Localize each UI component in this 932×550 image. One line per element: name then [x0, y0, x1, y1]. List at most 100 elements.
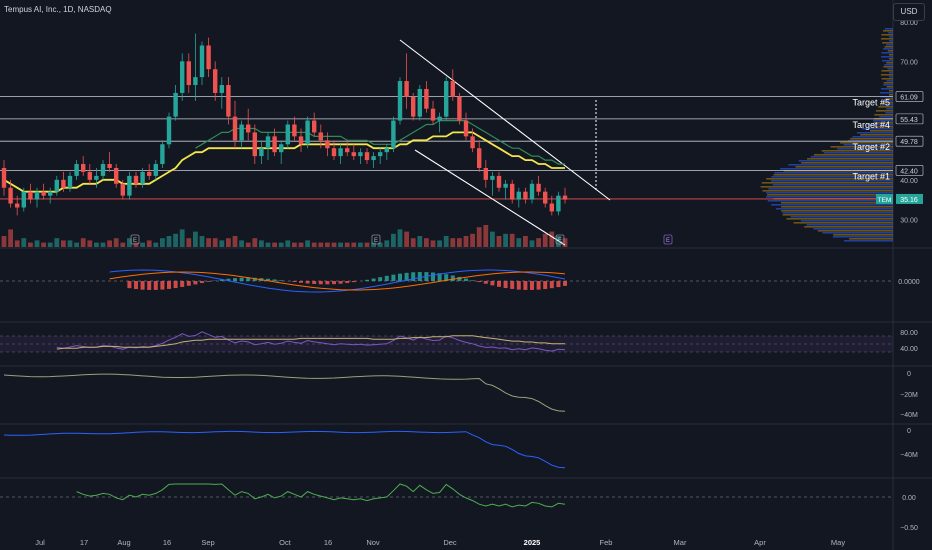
volume-bar: [153, 242, 159, 247]
volume-profile-bar: [800, 220, 893, 222]
candle-body: [285, 124, 290, 145]
volume-bar: [311, 242, 317, 247]
volume-profile-bar: [884, 28, 893, 30]
volume-bar: [509, 233, 515, 247]
volume-profile-bar: [881, 102, 893, 104]
macd-bar: [530, 281, 534, 290]
fast-moving-average: [3, 131, 565, 193]
volume-bar: [556, 236, 561, 247]
volume-bar: [160, 238, 165, 247]
candle: [21, 187, 26, 212]
volume-profile-bar: [883, 84, 893, 86]
macd-bar: [404, 272, 409, 281]
volume-profile-bar: [849, 238, 893, 240]
candle: [15, 195, 20, 216]
candle-body: [312, 120, 317, 133]
volume-profile-bar: [771, 204, 893, 206]
candle-body: [543, 191, 548, 204]
volume-profile-bar: [776, 208, 893, 210]
earnings-label: E: [558, 238, 562, 244]
volume-profile-bar: [889, 36, 893, 38]
macd-bar: [345, 281, 350, 284]
oscillator-axis-tick: 0.00: [902, 495, 916, 502]
candle-body: [180, 61, 185, 93]
volume-profile-bar: [780, 202, 893, 204]
price-tag: [895, 135, 924, 147]
volume-bar: [193, 231, 198, 247]
earnings-marker: E: [130, 234, 140, 245]
candle-body: [67, 175, 73, 188]
candle: [147, 164, 152, 180]
obv-axis-tick: −40M: [900, 452, 918, 459]
volume-bar: [278, 242, 284, 247]
candle: [318, 124, 323, 149]
candle: [378, 148, 383, 165]
macd-bar: [325, 281, 330, 285]
price-tag-label: 55.43: [900, 117, 918, 124]
macd-bar: [219, 279, 224, 281]
candle: [265, 132, 271, 161]
macd-bar: [299, 281, 303, 283]
x-axis-tick: Dec: [443, 538, 457, 547]
volume-profile-bar: [768, 188, 893, 190]
candle: [153, 160, 158, 180]
macd-bar: [186, 281, 191, 286]
volume-bar: [14, 240, 20, 247]
candle-body: [549, 203, 554, 212]
volume-profile-bar: [806, 224, 893, 226]
candle: [503, 179, 508, 200]
volume-profile-bar: [884, 46, 893, 48]
volume-bar: [397, 229, 403, 247]
candle: [510, 179, 515, 204]
macd-bar: [470, 280, 475, 281]
candle: [272, 128, 277, 157]
candle-body: [272, 136, 277, 153]
candle: [549, 195, 554, 216]
candle: [252, 124, 257, 165]
volume-bar: [298, 242, 304, 247]
volume-bar: [437, 240, 442, 247]
earnings-label: E: [666, 238, 670, 244]
macd-bar: [279, 280, 284, 281]
volume-profile-bar: [886, 86, 893, 88]
candle: [331, 140, 337, 161]
volume-profile-bar: [881, 88, 893, 90]
candle-body: [562, 195, 568, 200]
candle: [61, 171, 66, 192]
earnings-box: [371, 234, 381, 245]
x-axis-tick: Nov: [366, 538, 380, 547]
volume-bar: [120, 242, 126, 247]
volume-bar: [8, 229, 13, 247]
macd-bar: [490, 281, 495, 286]
volume-profile-bar: [781, 206, 893, 208]
price-axis-tick: 80.00: [900, 20, 918, 27]
volume-profile-bar: [793, 222, 893, 224]
candle: [107, 152, 112, 172]
macd-bar: [206, 281, 211, 282]
volume-bar: [133, 242, 139, 247]
candle: [298, 128, 304, 153]
volume-profile-bar: [783, 170, 893, 172]
candle-body: [331, 148, 337, 157]
volume-bar: [470, 233, 475, 247]
ad-axis-tick: 0: [907, 371, 911, 378]
volume-profile-bar: [887, 50, 893, 52]
earnings-label: E: [133, 238, 137, 244]
volume-bar: [305, 240, 310, 247]
volume-profile-bar: [882, 30, 893, 32]
volume-bar: [391, 233, 396, 247]
volume-bar: [331, 242, 337, 247]
candle: [529, 179, 535, 204]
volume-profile-bar: [766, 196, 893, 198]
candle: [87, 164, 92, 184]
volume-bar: [483, 225, 489, 247]
candle: [450, 69, 455, 101]
volume-bar: [496, 236, 502, 247]
candle-body: [153, 164, 158, 176]
candle-body: [265, 136, 271, 149]
currency-button[interactable]: USD: [893, 3, 925, 21]
volume-bar: [146, 240, 152, 247]
candle: [206, 37, 211, 78]
candle-body: [166, 116, 172, 145]
